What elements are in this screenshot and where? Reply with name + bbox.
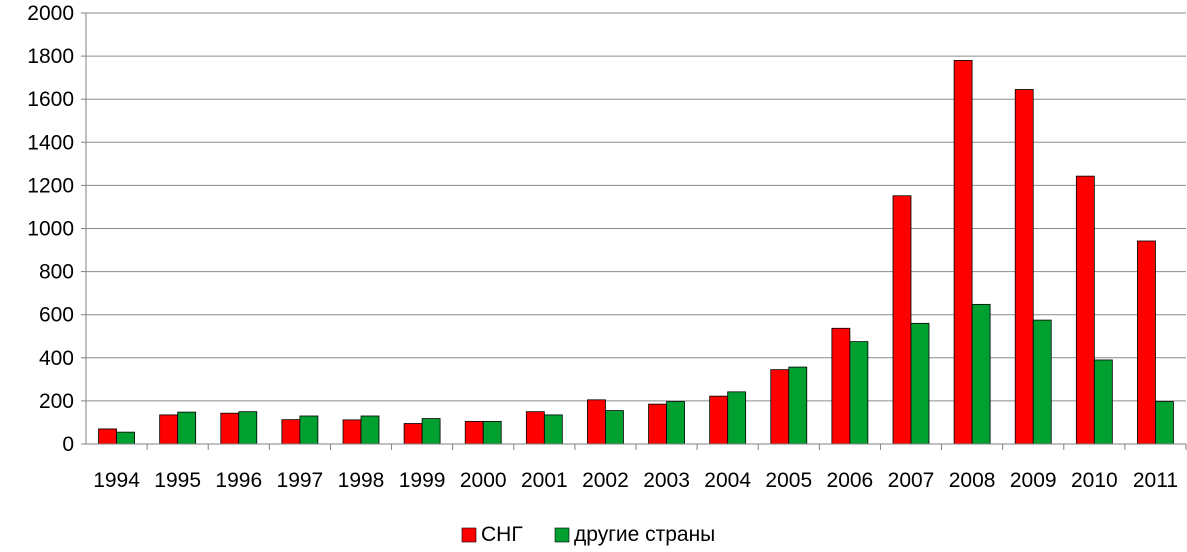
bar-other-countries-1998 [360,415,380,445]
y-tick-label: 1400 [27,131,74,154]
bar-other-countries-1999 [421,418,441,445]
gridlines [86,12,1186,402]
bar-other-countries-2002 [605,410,624,445]
x-tick-label: 2010 [1071,469,1118,492]
bar-sng-2009 [1014,89,1034,445]
bar-sng-2004 [709,395,729,445]
bars [98,60,1174,445]
legend-label-other-countries: другие страны [574,523,715,546]
bar-sng-2003 [648,403,667,445]
bar-other-countries-1995 [177,411,197,445]
y-tick-label: 400 [39,347,74,370]
bar-other-countries-2010 [1093,359,1113,445]
bar-other-countries-2007 [910,322,930,445]
y-tick-label: 1600 [27,88,74,111]
legend-swatch-other-countries [554,527,570,543]
x-tick-label: 2001 [521,469,568,492]
bar-other-countries-1997 [299,415,319,445]
bar-other-countries-2005 [788,366,808,445]
y-tick-label: 2000 [27,2,74,25]
legend: СНГ другие страны [461,523,715,546]
bar-sng-1999 [403,423,423,445]
x-tick-label: 1996 [215,469,262,492]
bar-sng-2006 [831,327,851,445]
y-tick-label: 1800 [27,45,74,68]
x-axis-tick-labels: 1994 1995 1996 1997 1998 1999 2000 2001 2002 2003… [93,469,1178,492]
legend-label-sng: СНГ [481,523,523,546]
x-tick-label: 2011 [1133,469,1178,492]
bar-sng-1995 [159,414,179,445]
bar-sng-2011 [1137,240,1156,445]
bar-sng-2002 [587,399,606,445]
x-tick-label: 1994 [93,469,140,492]
x-tick-label: 2009 [1010,469,1057,492]
bar-sng-1994 [98,428,117,445]
x-tick-label: 2003 [643,469,690,492]
x-tick-label: 1995 [154,469,201,492]
bar-sng-1997 [281,419,301,445]
x-tick-label: 2000 [460,469,507,492]
y-axis-tick-labels: 0 200 400 600 800 1000 1200 1400 1600 1800 2000 [27,2,74,456]
bar-other-countries-2008 [971,303,991,445]
x-tick-label: 2006 [827,469,874,492]
bar-other-countries-2001 [543,414,563,445]
x-tick-label: 2005 [765,469,812,492]
y-tick-label: 1200 [27,174,74,197]
y-tick-label: 800 [39,261,74,284]
x-tick-label: 2002 [582,469,629,492]
bar-other-countries-1996 [238,411,258,445]
bar-sng-2007 [892,195,912,445]
y-tick-label: 0 [62,433,74,456]
bar-sng-2008 [953,60,973,445]
bar-sng-2005 [770,369,790,445]
bar-sng-1996 [220,412,240,445]
x-tick-label: 1997 [277,469,324,492]
bar-sng-1998 [342,419,362,445]
bar-other-countries-2006 [849,341,869,445]
bar-other-countries-1994 [116,431,135,445]
bar-sng-2010 [1075,175,1095,445]
legend-swatch-sng [461,527,477,543]
bar-sng-2001 [525,411,545,445]
bar-other-countries-2003 [666,401,685,445]
x-tick-label: 2007 [888,469,935,492]
y-tick-label: 600 [39,304,74,327]
bar-other-countries-2000 [482,420,502,445]
x-tick-label: 2004 [704,469,751,492]
x-tick-label: 1999 [399,469,446,492]
y-tick-label: 1000 [27,218,74,241]
axes [81,12,1187,450]
bar-other-countries-2009 [1032,319,1052,445]
x-tick-label: 2008 [949,469,996,492]
y-tick-label: 200 [39,390,74,413]
x-tick-label: 1998 [338,469,385,492]
bar-other-countries-2011 [1155,401,1174,445]
bar-other-countries-2004 [727,391,747,445]
bar-sng-2000 [464,420,484,445]
